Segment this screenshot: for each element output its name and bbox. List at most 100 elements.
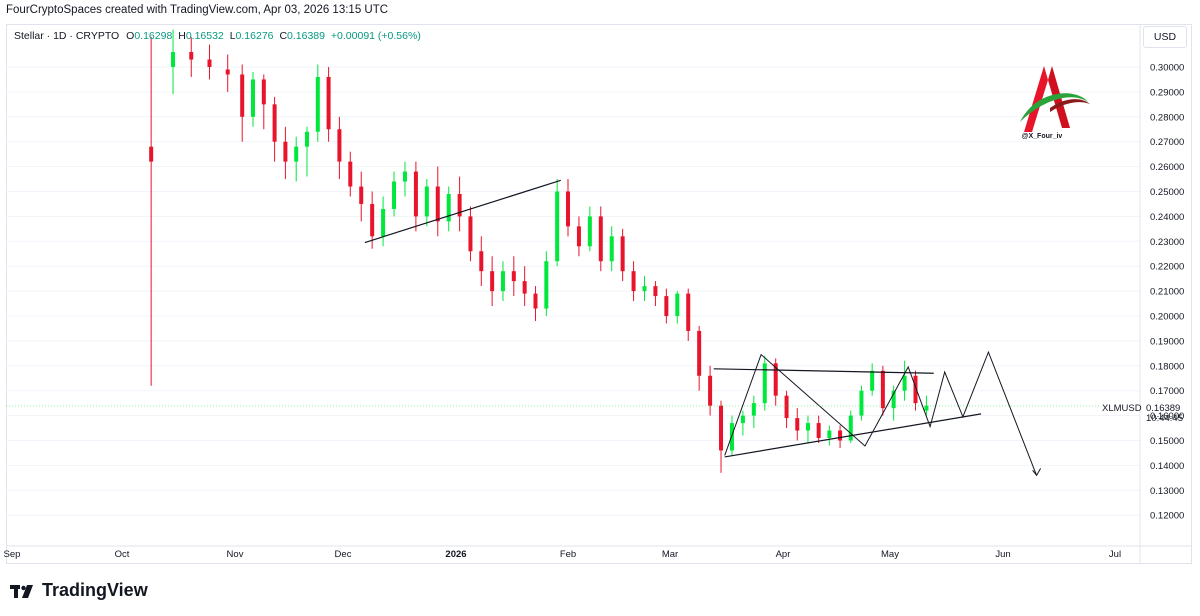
candle-body xyxy=(240,74,245,117)
candle-body xyxy=(207,59,212,67)
candle-body xyxy=(555,191,560,262)
candle-body xyxy=(870,370,875,391)
candle-body xyxy=(402,171,407,182)
y-tick-label: 0.25000 xyxy=(1150,187,1184,198)
tradingview-brand[interactable]: TradingView xyxy=(10,580,148,601)
candle-body xyxy=(891,390,896,409)
candle-body xyxy=(225,69,230,75)
y-tick-label: 0.27000 xyxy=(1150,137,1184,148)
close-label: C xyxy=(279,30,288,42)
x-tick-label: 2026 xyxy=(445,549,466,560)
y-tick-label: 0.30000 xyxy=(1150,63,1184,74)
projection-arrowhead xyxy=(1032,468,1042,477)
open-label: O xyxy=(126,30,135,42)
candle-body xyxy=(773,363,778,396)
y-tick-label: 0.13000 xyxy=(1150,486,1184,497)
candle-body xyxy=(348,161,353,187)
high-value: 0.16532 xyxy=(185,30,224,42)
y-tick-label: 0.19000 xyxy=(1150,336,1184,347)
x-tick-label: Jul xyxy=(1109,549,1121,560)
currency-selector[interactable]: USD xyxy=(1143,26,1187,48)
candle-body xyxy=(675,293,680,316)
x-tick-label: Sep xyxy=(4,549,21,560)
candle-body xyxy=(784,395,789,419)
candle-body xyxy=(457,193,462,217)
y-tick-label: 0.28000 xyxy=(1150,112,1184,123)
y-tick-label: 0.22000 xyxy=(1150,262,1184,273)
candle-body xyxy=(642,286,647,292)
trend-line xyxy=(364,179,561,244)
candle-body xyxy=(848,415,853,441)
candle-body xyxy=(838,430,843,441)
candle-body xyxy=(424,186,429,217)
candle-body xyxy=(795,418,800,431)
chart-credit: FourCryptoSpaces created with TradingVie… xyxy=(6,4,389,16)
candle-body xyxy=(315,76,320,132)
candle-body xyxy=(149,146,154,162)
candle-body xyxy=(189,52,194,60)
candle-body xyxy=(816,423,821,439)
y-tick-label: 0.17000 xyxy=(1150,386,1184,397)
candle-body xyxy=(500,271,505,292)
candle-body xyxy=(587,216,592,247)
candle-body xyxy=(576,226,581,247)
candle-body xyxy=(653,286,658,297)
x-tick-label: Oct xyxy=(115,549,130,560)
candle-body xyxy=(762,363,767,404)
y-tick-label: 0.26000 xyxy=(1150,162,1184,173)
candle-body xyxy=(686,293,691,331)
candle-body xyxy=(751,403,756,416)
y-tick-label: 0.21000 xyxy=(1150,287,1184,298)
x-tick-label: May xyxy=(881,549,899,560)
candle-body xyxy=(272,104,277,142)
candle-body xyxy=(697,330,702,376)
candle-body xyxy=(294,146,299,162)
price-tag-symbol: XLMUSD xyxy=(1102,403,1142,414)
y-tick-label: 0.23000 xyxy=(1150,237,1184,248)
candle-body xyxy=(805,423,810,431)
high-label: H xyxy=(178,30,186,42)
watermark-handle: @X_Four_iv xyxy=(1021,133,1063,140)
candle-body xyxy=(522,281,527,294)
candle-body xyxy=(392,181,397,209)
candle-body xyxy=(381,208,386,237)
open-value: 0.16298 xyxy=(134,30,173,42)
x-tick-label: Nov xyxy=(227,549,244,560)
candle-body xyxy=(490,271,495,292)
candle-body xyxy=(631,271,636,292)
y-tick-label: 0.14000 xyxy=(1150,461,1184,472)
candle-body xyxy=(664,296,669,316)
candle-body xyxy=(620,236,625,272)
projection-path xyxy=(724,350,1038,476)
candle-body xyxy=(740,415,745,424)
trend-line xyxy=(713,368,934,374)
change-value: +0.00091 (+0.56%) xyxy=(330,30,421,42)
candle-body xyxy=(261,79,266,105)
candle-body xyxy=(708,375,713,406)
symbol-name: Stellar · 1D · CRYPTO xyxy=(14,30,120,42)
tradingview-logo-icon xyxy=(10,584,33,598)
watermark-logo-icon xyxy=(1020,66,1090,132)
symbol-legend: Stellar · 1D · CRYPTO O0.16298 H0.16532 … xyxy=(14,30,421,42)
y-tick-label: 0.16000 xyxy=(1150,411,1184,422)
candle-body xyxy=(370,203,375,237)
candle-body xyxy=(544,261,549,309)
candle-body xyxy=(511,271,516,282)
tradingview-brand-name: TradingView xyxy=(42,580,148,600)
x-tick-label: Dec xyxy=(335,549,352,560)
candle-body xyxy=(729,423,734,451)
candle-body xyxy=(479,251,484,272)
y-tick-label: 0.12000 xyxy=(1150,511,1184,522)
candle-body xyxy=(859,390,864,416)
close-value: 0.16389 xyxy=(287,30,325,42)
y-tick-label: 0.29000 xyxy=(1150,87,1184,98)
candle-body xyxy=(359,186,364,204)
x-tick-label: Jun xyxy=(995,549,1010,560)
candle-body xyxy=(719,405,724,451)
low-label: L xyxy=(229,30,236,42)
low-value: 0.16276 xyxy=(235,30,274,42)
candle-body xyxy=(468,216,473,252)
candle-body xyxy=(413,171,418,217)
y-tick-label: 0.15000 xyxy=(1150,436,1184,447)
